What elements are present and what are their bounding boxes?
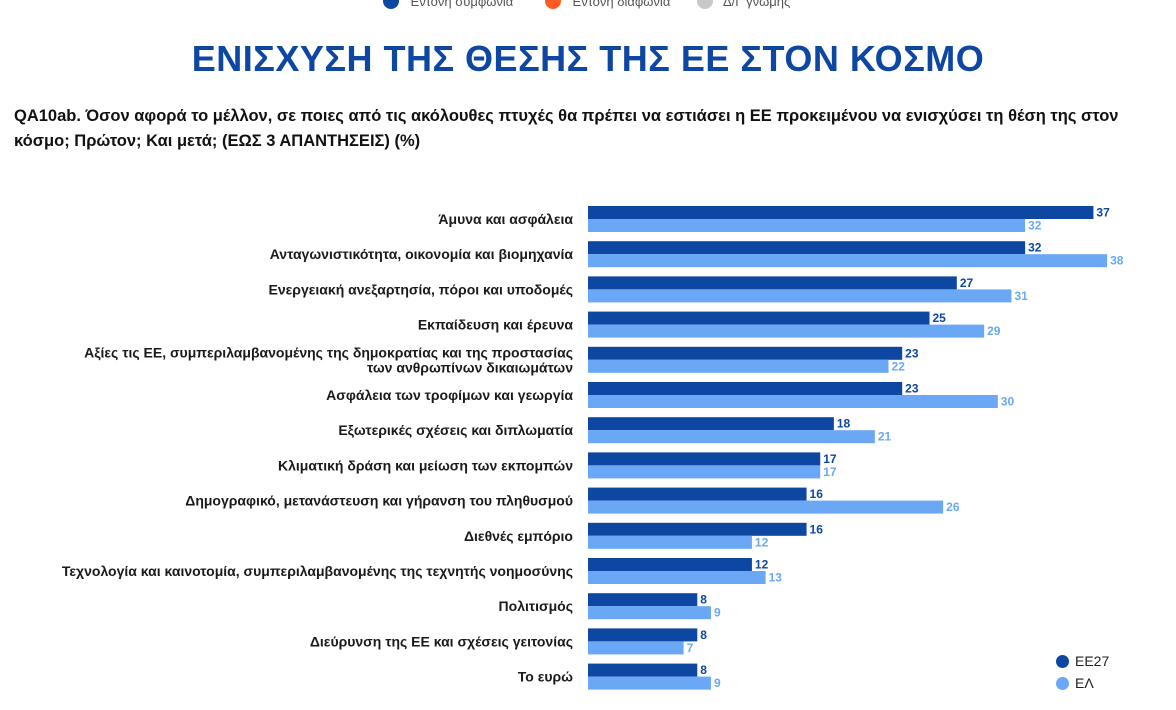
category-label: Διεύρυνση της ΕΕ και σχέσεις γειτονίας	[310, 633, 573, 649]
data-label-eu27: 25	[933, 311, 947, 325]
legend-item-eu27: ΕΕ27	[1056, 650, 1109, 672]
bar-el	[588, 359, 889, 373]
category-label: Τεχνολογία και καινοτομία, συμπεριλαμβαν…	[62, 563, 573, 579]
legend-label: Έντονη συμφωνία	[409, 0, 514, 9]
data-label-eu27: 16	[810, 522, 824, 536]
bar-el	[588, 465, 821, 479]
page-title: ΕΝΙΣΧΥΣΗ ΤΗΣ ΘΕΣΗΣ ΤΗΣ ΕΕ ΣΤΟΝ ΚΟΣΜΟ	[191, 38, 985, 79]
bar-eu27	[588, 593, 698, 607]
category-label: Ανταγωνιστικότητα, οικονομία και βιομηχα…	[270, 246, 574, 262]
chart-legend: ΕΕ27 ΕΛ	[1056, 650, 1109, 694]
category-label: Πολιτισμός	[499, 598, 573, 614]
data-label-eu27: 16	[810, 487, 824, 501]
legend-item-el: ΕΛ	[1056, 672, 1109, 694]
category-label: Το ευρώ	[518, 669, 573, 685]
bar-el	[588, 606, 711, 620]
bar-el	[588, 641, 684, 655]
category-label: Άμυνα και ασφάλεια	[438, 211, 573, 227]
data-label-eu27: 12	[755, 558, 769, 572]
category-label: Εξωτερικές σχέσεις και διπλωματία	[338, 422, 573, 438]
data-label-el: 31	[1014, 289, 1028, 303]
data-label-el: 9	[714, 606, 721, 620]
legend-item-strong-agree: Έντονη συμφωνία	[383, 0, 513, 11]
bar-el	[588, 430, 875, 444]
bar-el	[588, 289, 1012, 303]
data-label-el: 13	[769, 571, 783, 585]
legend-item-strong-disagree: Έντονη διαφωνία	[545, 0, 670, 11]
data-label-eu27: 37	[1096, 206, 1110, 220]
bar-chart: Άμυνα και ασφάλεια 37 32 Ανταγωνιστικότητα,…	[62, 206, 1124, 691]
bar-el	[588, 535, 752, 549]
data-label-eu27: 23	[905, 382, 919, 396]
data-label-eu27: 8	[700, 593, 707, 607]
data-label-el: 21	[878, 430, 892, 444]
category-label: Εκπαίδευση και έρευνα	[418, 317, 574, 333]
category-label: Ασφάλεια των τροφίμων και γεωργία	[326, 387, 573, 403]
bar-el	[588, 219, 1026, 232]
bar-el	[588, 395, 998, 408]
data-label-el: 17	[823, 465, 837, 479]
legend-item-no-opinion: Δ/Γ γνώμης	[697, 0, 790, 11]
category-label: Διεθνές εμπόριο	[464, 528, 573, 544]
bar-eu27	[588, 417, 834, 431]
bar-el	[588, 571, 766, 584]
question-text: QA10ab. Όσον αφορά το μέλλον, σε ποιες α…	[14, 107, 1119, 150]
legend-dot-icon	[383, 0, 399, 9]
data-label-eu27: 8	[700, 628, 707, 642]
bar-eu27	[588, 206, 1094, 219]
bar-eu27	[588, 628, 698, 642]
legend-label-eu27: ΕΕ27	[1075, 653, 1110, 669]
data-label-el: 30	[1001, 395, 1015, 409]
data-label-el: 38	[1110, 254, 1124, 268]
bar-eu27	[588, 452, 821, 466]
legend-dot-icon	[1056, 676, 1069, 690]
data-label-el: 7	[687, 641, 694, 655]
bar-eu27	[588, 382, 903, 395]
bar-eu27	[588, 522, 807, 536]
data-label-el: 12	[755, 535, 769, 549]
data-label-eu27: 17	[823, 452, 837, 466]
bar-eu27	[588, 241, 1026, 255]
category-label: Δημογραφικό, μετανάστευση και γήρανση το…	[185, 493, 573, 509]
legend-label: Έντονη διαφωνία	[571, 0, 671, 9]
bar-el	[588, 254, 1108, 268]
bar-eu27	[588, 311, 930, 325]
data-label-eu27: 18	[837, 417, 851, 431]
bar-el	[588, 500, 944, 514]
bar-eu27	[588, 487, 807, 501]
data-label-eu27: 32	[1028, 241, 1042, 255]
bar-eu27	[588, 276, 957, 290]
data-label-el: 29	[987, 324, 1001, 338]
data-label-eu27: 27	[960, 276, 974, 290]
bar-eu27	[588, 346, 903, 360]
category-label: Ενεργειακή ανεξαρτησία, πόροι και υποδομ…	[269, 281, 573, 297]
category-label: Αξίες τις ΕΕ, συμπεριλαμβανομένης της δη…	[84, 344, 573, 375]
data-label-el: 22	[892, 359, 906, 373]
bar-eu27	[588, 663, 698, 677]
data-label-eu27: 8	[700, 663, 707, 677]
top-legend: Έντονη συμφωνία Έντονη διαφωνία Δ/Γ γνώμ…	[0, 0, 1176, 11]
data-label-el: 26	[946, 500, 960, 514]
data-label-eu27: 23	[905, 346, 919, 360]
bar-el	[588, 676, 711, 690]
category-label: Κλιματική δράση και μείωση των εκπομπών	[278, 457, 573, 473]
bar-el	[588, 324, 985, 338]
legend-dot-icon	[545, 0, 561, 9]
data-label-el: 32	[1028, 219, 1042, 233]
bar-eu27	[588, 558, 752, 571]
legend-dot-icon	[1056, 654, 1069, 668]
data-label-el: 9	[714, 676, 721, 690]
legend-label: Δ/Γ γνώμης	[723, 0, 791, 9]
legend-label-el: ΕΛ	[1075, 675, 1094, 691]
legend-dot-icon	[697, 0, 713, 9]
